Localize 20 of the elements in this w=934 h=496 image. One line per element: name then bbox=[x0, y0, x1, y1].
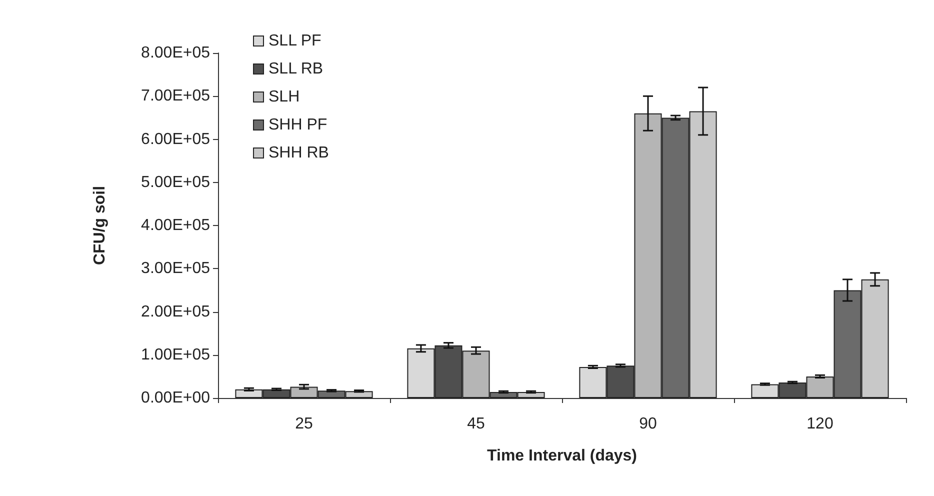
x-tick-label: 25 bbox=[295, 416, 313, 432]
y-tick-label: 0.00E+00 bbox=[141, 390, 210, 406]
legend-label: SHH RB bbox=[268, 144, 329, 162]
y-tick-label: 5.00E+05 bbox=[141, 174, 210, 191]
x-tick-label: 120 bbox=[806, 416, 834, 432]
legend-label: SLL PF bbox=[268, 32, 322, 50]
legend-label: SHH PF bbox=[268, 116, 328, 134]
x-axis-title: Time Interval (days) bbox=[487, 448, 637, 464]
y-tick-label: 6.00E+05 bbox=[141, 130, 210, 148]
y-tick-label: 8.00E+05 bbox=[141, 44, 210, 62]
y-tick-label: 4.00E+05 bbox=[141, 217, 210, 234]
legend-label: SLH bbox=[268, 88, 300, 106]
y-tick-label: 1.00E+05 bbox=[141, 346, 210, 364]
y-tick-label: 3.00E+05 bbox=[141, 260, 210, 278]
y-axis-title: CFU/g soil bbox=[92, 186, 108, 266]
x-tick-label: 90 bbox=[639, 416, 657, 432]
x-tick-label: 45 bbox=[467, 416, 485, 432]
y-tick-label: 7.00E+05 bbox=[141, 88, 210, 105]
legend-label: SLL RB bbox=[268, 60, 324, 78]
y-tick-label: 2.00E+05 bbox=[141, 303, 210, 320]
